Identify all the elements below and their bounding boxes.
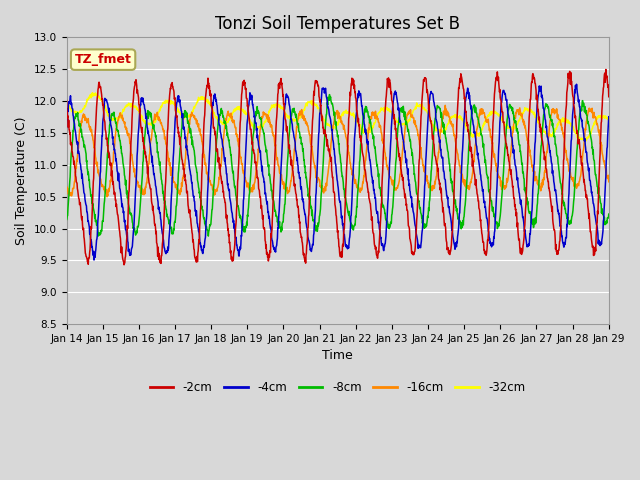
Text: TZ_fmet: TZ_fmet — [75, 53, 132, 66]
X-axis label: Time: Time — [323, 349, 353, 362]
Title: Tonzi Soil Temperatures Set B: Tonzi Soil Temperatures Set B — [215, 15, 460, 33]
Legend: -2cm, -4cm, -8cm, -16cm, -32cm: -2cm, -4cm, -8cm, -16cm, -32cm — [145, 376, 531, 398]
Y-axis label: Soil Temperature (C): Soil Temperature (C) — [15, 117, 28, 245]
